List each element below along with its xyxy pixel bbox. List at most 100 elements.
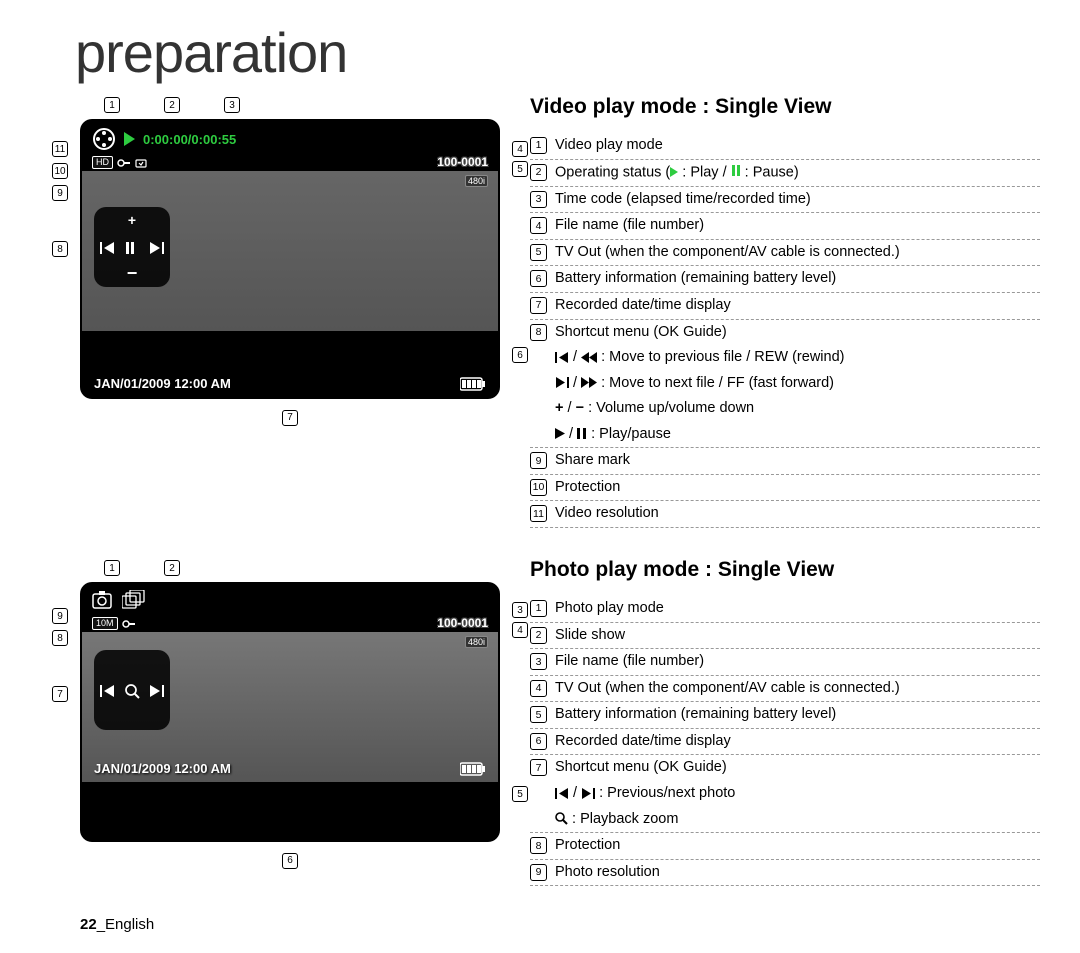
shortcut-line: / : Move to next file / FF (fast forward… [555, 374, 1040, 394]
legend-num: 1 [530, 137, 547, 154]
marker-9: 9 [52, 185, 68, 201]
marker-8: 8 [52, 630, 68, 646]
resolution-badge: 10M [92, 617, 118, 630]
photo-legend-list: 1Photo play mode 2Slide show 3File name … [530, 596, 1040, 886]
photo-legend-column: Photo play mode : Single View 1 Photo pla… [530, 558, 1040, 886]
minus-icon: − [576, 400, 584, 416]
marker-2: 2 [164, 97, 180, 113]
prev-track-icon [555, 788, 569, 799]
key-lock-icon [117, 155, 131, 169]
legend-num: 7 [530, 297, 547, 314]
photo-screen: 10M 100-0001 480i [80, 582, 500, 842]
marker-2: 2 [164, 560, 180, 576]
photo-screen-column: 1 2 9 8 7 3 4 5 10M [80, 558, 500, 886]
legend-text: Recorded date/time display [555, 732, 1040, 752]
shortcut-line: / : Play/pause [555, 425, 1040, 445]
ok-guide-video[interactable]: + − [94, 207, 170, 287]
marker-9: 9 [52, 608, 68, 624]
next-track-icon [581, 788, 595, 799]
legend-num: 8 [530, 324, 547, 341]
photo-row: 1 2 9 8 7 3 4 5 10M [80, 558, 1040, 886]
video-legend-list: 1 Video play mode 2 Operating status ( : … [530, 133, 1040, 528]
hd-badge: HD [92, 156, 113, 169]
legend-num: 2 [530, 164, 547, 181]
legend-num: 6 [530, 270, 547, 287]
legend-text: Share mark [555, 451, 1040, 471]
marker-5: 5 [512, 786, 528, 802]
marker-11: 11 [52, 141, 68, 157]
marker-1: 1 [104, 560, 120, 576]
marker-7: 7 [282, 410, 298, 426]
marker-1: 1 [104, 97, 120, 113]
pause-icon [731, 163, 741, 183]
page-footer: 22_English [80, 916, 1040, 933]
photo-markers-left: 9 8 7 [52, 606, 68, 704]
legend-num: 9 [530, 864, 547, 881]
marker-10: 10 [52, 163, 68, 179]
photo-datetime: JAN/01/2009 12:00 AM [94, 761, 231, 776]
legend-text: Shortcut menu (OK Guide) [555, 758, 1040, 778]
ok-guide-photo[interactable] [94, 650, 170, 730]
volume-down-icon[interactable]: − [127, 263, 138, 284]
marker-6: 6 [512, 347, 528, 363]
film-reel-icon [92, 127, 116, 151]
legend-text: Video play mode [555, 136, 1040, 156]
marker-7: 7 [52, 686, 68, 702]
legend-text: Battery information (remaining battery l… [555, 705, 1040, 725]
legend-text: Operating status ( : Play / : Pause) [555, 163, 1040, 183]
legend-num: 1 [530, 600, 547, 617]
video-legend-column: Video play mode : Single View 1Video pla… [530, 95, 1040, 528]
key-lock-icon [122, 616, 136, 630]
legend-num: 3 [530, 191, 547, 208]
prev-file-icon[interactable] [100, 239, 114, 255]
battery-icon [460, 760, 486, 776]
legend-text: Protection [555, 836, 1040, 856]
legend-text: Protection [555, 478, 1040, 498]
legend-text: Photo play mode [555, 599, 1040, 619]
marker-3: 3 [224, 97, 240, 113]
pause-black-icon [577, 428, 587, 439]
page-number: 22 [80, 916, 97, 933]
legend-text: Time code (elapsed time/recorded time) [555, 190, 1040, 210]
plus-icon: + [555, 400, 563, 416]
volume-up-icon[interactable]: + [128, 212, 136, 228]
photo-section-title: Photo play mode : Single View [530, 558, 1040, 582]
legend-num: 7 [530, 759, 547, 776]
legend-text: TV Out (when the component/AV cable is c… [555, 243, 1040, 263]
video-row: 1 2 3 11 10 9 8 4 5 6 0:00:00/0:00:55 [80, 95, 1040, 528]
play-pause-icon[interactable] [125, 239, 139, 255]
video-topbar: 0:00:00/0:00:55 [82, 121, 498, 153]
photo-markers-right: 3 4 5 [512, 600, 528, 804]
slideshow-icon [122, 590, 146, 610]
photo-markers-top: 1 2 [104, 558, 500, 578]
play-status-icon [124, 132, 135, 146]
next-photo-icon[interactable] [150, 682, 164, 698]
play-black-icon [555, 428, 565, 439]
marker-4: 4 [512, 622, 528, 638]
photo-markers-bottom: 6 [80, 850, 500, 871]
legend-num: 5 [530, 244, 547, 261]
video-markers-right: 4 5 6 [512, 139, 528, 365]
shortcut-line: / : Move to previous file / REW (rewind) [555, 348, 1040, 368]
shortcut-line: / : Previous/next photo [555, 784, 1040, 804]
marker-4: 4 [512, 141, 528, 157]
video-datetime: JAN/01/2009 12:00 AM [94, 376, 231, 391]
legend-text: Video resolution [555, 504, 1040, 524]
zoom-icon[interactable] [124, 681, 140, 698]
legend-num: 5 [530, 706, 547, 723]
shortcut-line: + / − : Volume up/volume down [555, 399, 1040, 419]
timecode: 0:00:00/0:00:55 [143, 132, 236, 147]
legend-text: Battery information (remaining battery l… [555, 269, 1040, 289]
tvout-badge: 480i [465, 636, 488, 648]
legend-text: TV Out (when the component/AV cable is c… [555, 679, 1040, 699]
video-markers-left: 11 10 9 8 [52, 139, 68, 259]
page-lang: English [105, 916, 154, 933]
next-file-icon[interactable] [150, 239, 164, 255]
legend-num: 8 [530, 837, 547, 854]
legend-text: Recorded date/time display [555, 296, 1040, 316]
prev-photo-icon[interactable] [100, 682, 114, 698]
marker-3: 3 [512, 602, 528, 618]
video-markers-bottom: 7 [80, 407, 500, 428]
legend-num: 11 [530, 505, 547, 522]
fast-forward-icon [581, 377, 597, 388]
